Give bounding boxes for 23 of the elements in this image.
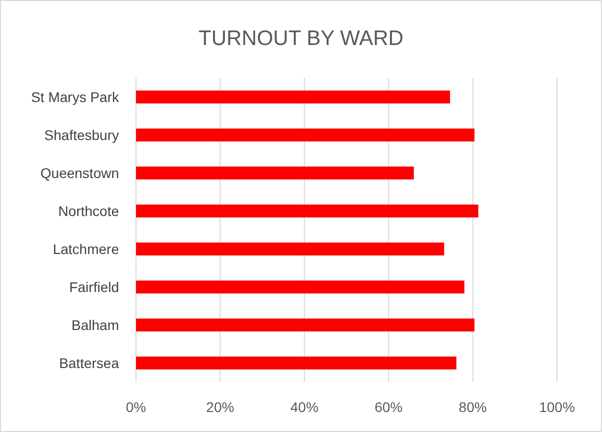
x-tick-label: 100% (539, 399, 575, 415)
x-tick-label: 80% (458, 399, 487, 415)
bar (136, 128, 474, 142)
y-tick-label: Northcote (58, 202, 120, 219)
y-tick-label: Fairfield (69, 278, 119, 295)
bar (136, 90, 450, 104)
chart-title: TURNOUT BY WARD (198, 27, 404, 50)
bar (136, 280, 464, 294)
x-tick-label: 40% (290, 399, 318, 415)
y-tick-label: Latchmere (52, 240, 120, 257)
x-tick-label: 60% (374, 399, 403, 415)
bar (136, 356, 456, 370)
bar (136, 204, 478, 218)
y-tick-label: Queenstown (40, 164, 119, 181)
bar (136, 242, 444, 256)
bar (136, 166, 414, 180)
y-tick-label: Shaftesbury (44, 126, 119, 143)
y-tick-label: St Marys Park (31, 88, 120, 105)
y-tick-label: Balham (72, 316, 119, 333)
bar (136, 318, 474, 332)
y-tick-label: Battersea (59, 354, 120, 371)
x-tick-label: 20% (206, 399, 234, 415)
x-tick-label: 0% (126, 399, 146, 415)
